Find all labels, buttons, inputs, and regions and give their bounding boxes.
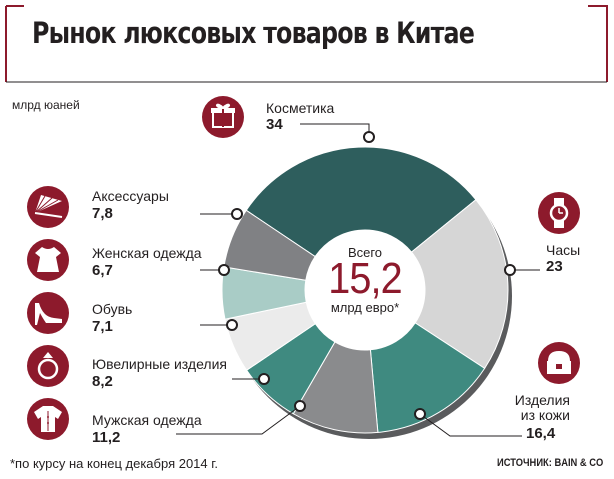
page-title: Рынок люксовых товаров в Китае <box>32 16 475 50</box>
value-leather: 16,4 <box>526 425 556 442</box>
label-womenswear: Женская одежда <box>92 245 202 261</box>
value-menswear: 11,2 <box>92 429 121 446</box>
value-accessories: 7,8 <box>92 205 113 222</box>
value-jewelry: 8,2 <box>92 373 113 390</box>
footnote: *по курсу на конец декабря 2014 г. <box>10 456 219 471</box>
leader-menswear <box>176 405 301 435</box>
gift-icon <box>202 96 244 138</box>
source-credit: ИСТОЧНИК: BAIN & CO <box>497 457 604 469</box>
ring-icon <box>27 345 69 387</box>
shirt-icon <box>27 398 69 440</box>
value-watches: 23 <box>546 258 563 275</box>
donut-chart <box>221 146 512 439</box>
center-total-caption: Всего <box>347 245 383 260</box>
leader-dot-jewelry <box>258 373 270 385</box>
watch-icon <box>538 192 580 234</box>
leader-dot-shoes <box>226 319 238 331</box>
label-menswear: Мужская одежда <box>92 412 202 428</box>
category-icons <box>27 96 580 440</box>
header-accent-line <box>5 5 608 82</box>
leader-dot-womenswear <box>218 264 230 276</box>
leader-dot-menswear <box>294 400 306 412</box>
label-watches: Часы <box>546 242 581 258</box>
fan-icon <box>27 186 69 228</box>
label-accessories: Аксессуары <box>92 188 169 204</box>
label-shoes: Обувь <box>92 301 133 317</box>
label-cosmetics: Косметика <box>266 100 335 116</box>
high-heel-icon <box>27 292 69 334</box>
unit-label: млрд юаней <box>12 98 80 112</box>
value-cosmetics: 34 <box>266 116 283 133</box>
value-shoes: 7,1 <box>92 318 113 335</box>
leader-cosmetics <box>300 123 370 137</box>
donut-hole <box>305 230 425 350</box>
label-leather: Изделия из кожи <box>514 392 570 423</box>
value-womenswear: 6,7 <box>92 262 113 279</box>
leader-leather <box>419 413 522 437</box>
center-total-unit: млрд евро* <box>330 300 400 315</box>
leader-dot-watches <box>504 264 516 276</box>
leader-lines <box>176 123 540 437</box>
dress-icon <box>27 239 69 281</box>
leader-dot-cosmetics <box>363 131 375 143</box>
leader-dot-accessories <box>231 208 243 220</box>
center-total-value: 15,2 <box>328 254 402 303</box>
leader-dot-leather <box>414 408 426 420</box>
leather-bag-icon <box>538 342 580 384</box>
label-jewelry: Ювелирные изделия <box>92 356 227 372</box>
